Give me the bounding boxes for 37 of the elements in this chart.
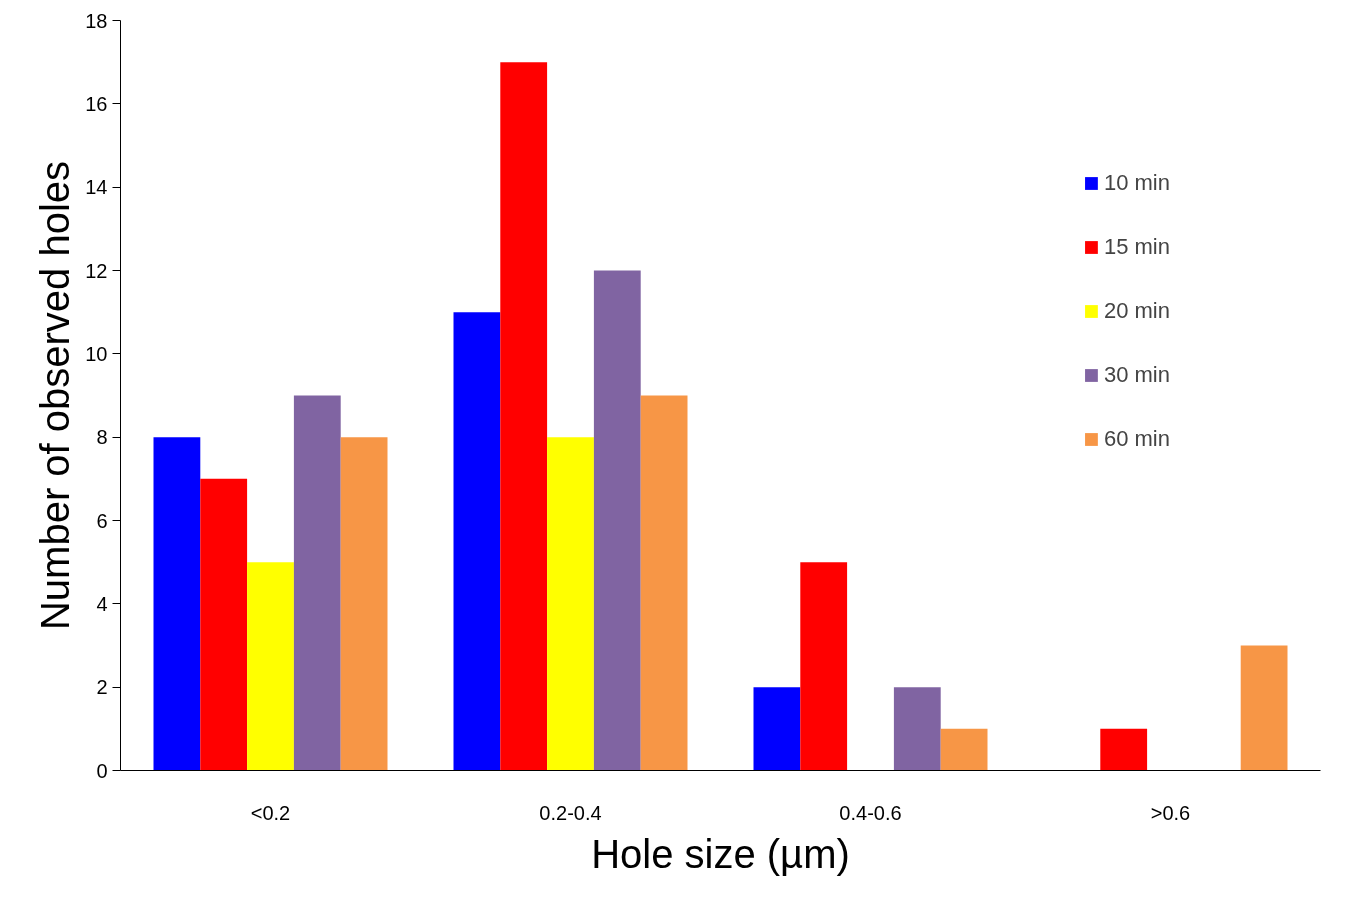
legend-label: 15 min xyxy=(1103,234,1170,260)
bar xyxy=(640,395,688,771)
y-tick-label: 6 xyxy=(96,509,108,532)
bar xyxy=(893,687,941,771)
y-tick-label: 14 xyxy=(85,176,108,199)
y-tick-label: 8 xyxy=(96,426,108,449)
bar xyxy=(547,437,594,771)
bar xyxy=(753,687,801,771)
y-tick-label: 12 xyxy=(85,259,108,282)
bar xyxy=(1100,728,1148,771)
legend-label: 10 min xyxy=(1103,170,1170,196)
x-tick-label: 0.4-0.6 xyxy=(839,801,902,824)
bar xyxy=(800,562,848,771)
legend-label: 60 min xyxy=(1103,426,1170,452)
bar xyxy=(247,562,294,771)
bar xyxy=(340,437,388,771)
y-axis-title: Number of observed holes xyxy=(33,160,78,631)
bar xyxy=(153,437,201,771)
bar xyxy=(500,62,548,771)
x-tick-label: <0.2 xyxy=(250,801,291,824)
y-tick-label: 10 xyxy=(85,342,108,365)
x-tick-label: 0.2-0.4 xyxy=(539,801,602,824)
y-tick-label: 18 xyxy=(85,9,108,32)
legend-label: 20 min xyxy=(1103,298,1170,324)
y-tick-label: 2 xyxy=(96,676,108,699)
y-tick-label: 4 xyxy=(96,592,108,615)
bar xyxy=(293,395,341,771)
y-tick-label: 0 xyxy=(96,759,108,782)
bar xyxy=(453,312,501,771)
bar xyxy=(1240,645,1288,771)
bar xyxy=(200,478,248,771)
legend-label: 30 min xyxy=(1103,362,1170,388)
y-tick-label: 16 xyxy=(85,92,108,115)
bar xyxy=(940,728,988,771)
bar xyxy=(593,270,641,771)
x-tick-label: >0.6 xyxy=(1150,801,1191,824)
x-axis-title: Hole size (µm) xyxy=(591,831,850,876)
